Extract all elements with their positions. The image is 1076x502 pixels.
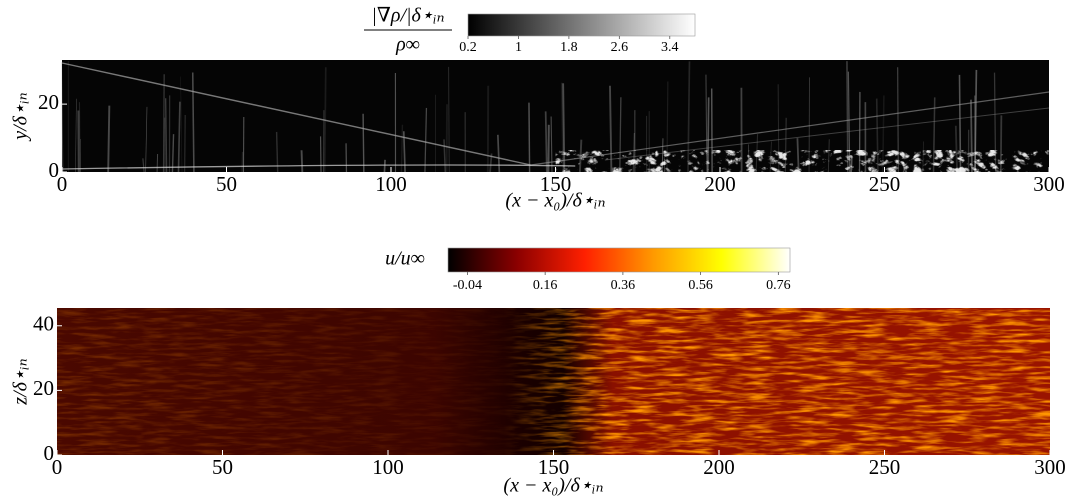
colorbar-label: |∇ρ/|δ⋆ᵢₙ [371, 5, 444, 27]
field-wave [544, 111, 548, 173]
y-tick-label: 0 [44, 441, 55, 465]
field-wave [171, 134, 175, 173]
colorbar-label: u/u∞ [385, 248, 425, 270]
field-wave [78, 102, 81, 173]
field-wave [400, 124, 404, 173]
x-axis-label: (x − x₀)/δ⋆ᵢₙ [505, 190, 605, 212]
field-wave [528, 102, 531, 173]
field-wave [180, 76, 183, 173]
x-tick-label: 300 [1033, 172, 1065, 196]
field-wave [191, 72, 195, 173]
x-tick-label: 0 [57, 172, 68, 196]
field-layer [61, 164, 576, 170]
y-axis-label: y/δ⋆ᵢₙ [10, 92, 32, 142]
x-tick-label: 100 [372, 455, 404, 479]
field [57, 308, 1050, 455]
field-wave [497, 134, 501, 173]
x-tick-label: 50 [216, 172, 237, 196]
x-tick-label: 100 [375, 172, 407, 196]
y-tick-label: 20 [38, 90, 59, 114]
x-tick-label: 0 [52, 455, 63, 479]
x-axis-label: (x − x₀)/δ⋆ᵢₙ [503, 475, 603, 497]
x-tick-label: 300 [1034, 455, 1066, 479]
field-wave [145, 106, 148, 173]
field [60, 60, 1050, 173]
field-wave [60, 62, 64, 173]
colorbar-tick-label: 0.76 [766, 278, 791, 293]
field-wave [164, 98, 168, 173]
colorbar-tick-label: 0.16 [533, 278, 558, 293]
x-tick-label: 150 [538, 455, 570, 479]
y-axis-label: z/δ⋆ᵢₙ [10, 358, 32, 405]
field-turbulence [555, 150, 1049, 172]
field-wave [362, 113, 365, 173]
field-wave [177, 101, 181, 173]
y-tick-label: 20 [33, 376, 54, 400]
colorbar-tick-label: 0.2 [459, 40, 477, 55]
colorbar [447, 247, 791, 273]
field-wave [424, 107, 428, 173]
colorbar-tick-label: -0.04 [453, 278, 482, 293]
field-wave [300, 150, 304, 173]
field-wave [162, 74, 165, 173]
x-tick-label: 150 [540, 172, 572, 196]
field-wave [383, 159, 386, 173]
y-tick-label: 0 [49, 158, 60, 182]
colorbar-tick-label: 0.56 [688, 278, 713, 293]
colorbar-label-denominator: ρ∞ [395, 34, 420, 56]
colorbar-tick-label: 1 [515, 40, 522, 55]
colorbar-tick-label: 3.4 [661, 40, 679, 55]
x-tick-label: 250 [869, 455, 901, 479]
colorbar [467, 13, 696, 37]
field-wave [142, 158, 145, 173]
field-wave [550, 116, 553, 173]
colorbar-tick-label: 1.8 [560, 40, 578, 55]
field-wave [60, 105, 63, 173]
x-tick-label: 250 [869, 172, 901, 196]
x-tick-label: 50 [212, 455, 233, 479]
field-shock [61, 62, 531, 166]
colorbar-tick-label: 0.36 [611, 278, 636, 293]
field-wave [443, 139, 446, 173]
field-wave [107, 105, 111, 173]
x-tick-label: 200 [703, 455, 735, 479]
x-tick-label: 200 [704, 172, 736, 196]
field-wave [156, 154, 159, 173]
y-tick-label: 40 [33, 312, 54, 336]
colorbar-tick-label: 2.6 [611, 40, 629, 55]
field-streaks [57, 308, 1050, 455]
field-wave [74, 98, 77, 173]
